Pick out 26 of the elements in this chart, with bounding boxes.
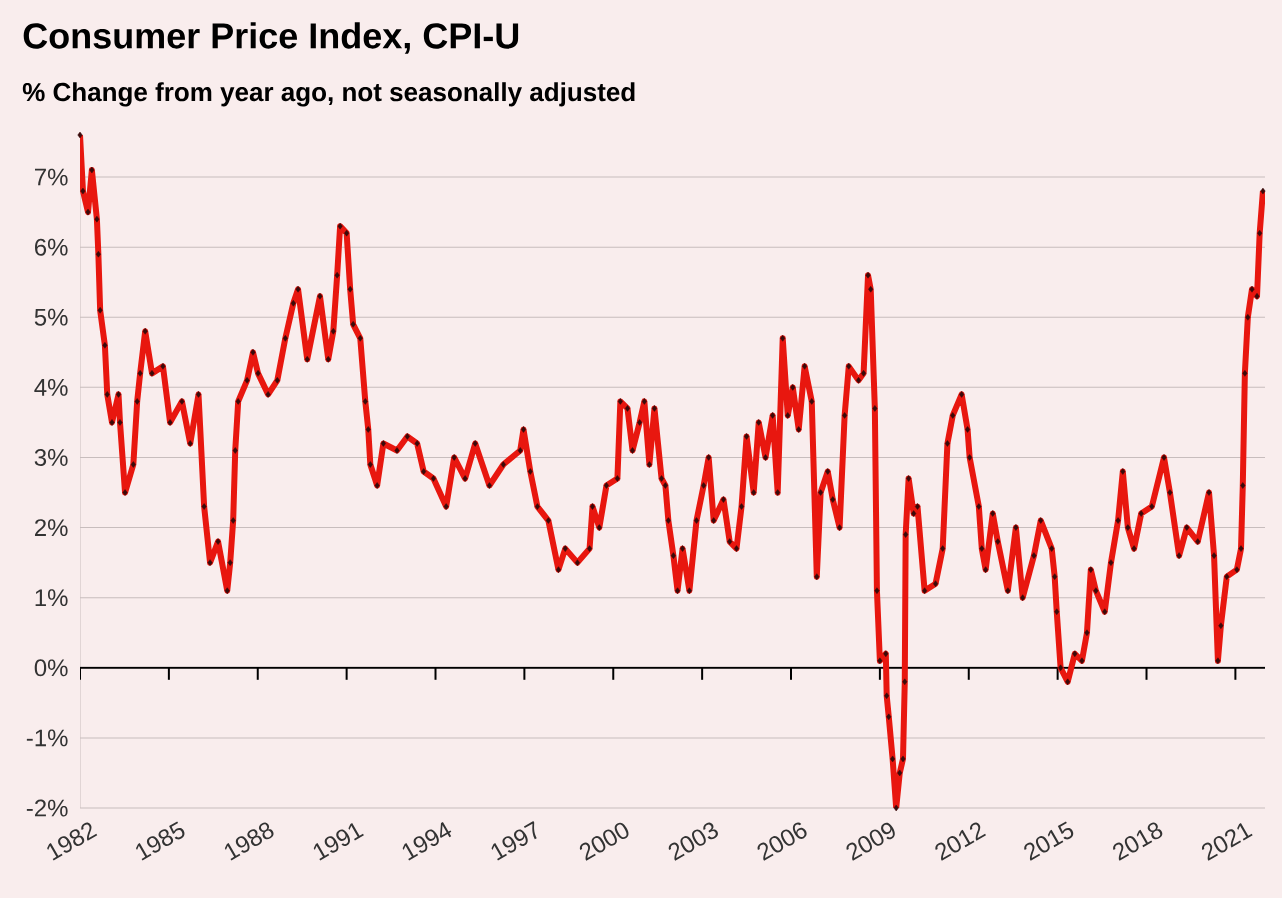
x-tick-label: 2006: [757, 822, 807, 861]
y-tick-label: 4%: [34, 378, 68, 396]
y-tick-label: 6%: [35, 238, 68, 256]
x-tick-label: 2003: [668, 822, 718, 861]
x-tick-label: 2021: [1201, 823, 1253, 861]
chart-subtitle: % Change from year ago, not seasonally adjusted: [22, 82, 635, 107]
y-tick-label: 3%: [34, 448, 68, 466]
x-tick-label: 2009: [846, 822, 895, 861]
x-tick-label: 1988: [224, 822, 274, 861]
y-tick-label: -2%: [26, 799, 68, 817]
x-tick-label: 1982: [47, 822, 98, 861]
x-tick-label: 2015: [1024, 821, 1074, 861]
x-tick-label: 1991: [313, 823, 364, 861]
y-tick-label: 7%: [35, 168, 68, 186]
x-tick-label: 2012: [935, 822, 986, 861]
x-tick-label: 2018: [1113, 822, 1163, 861]
x-tick-label: 1997: [491, 821, 537, 861]
y-tick-label: -1%: [26, 729, 68, 747]
y-tick-label: 5%: [34, 308, 68, 326]
y-tick-label: 0%: [34, 659, 68, 677]
chart-title: Consumer Price Index, CPI-U: [23, 22, 519, 54]
x-tick-label: 1994: [402, 821, 452, 861]
y-tick-label: 2%: [34, 519, 68, 537]
x-tick-label: 1985: [136, 821, 185, 861]
x-tick-label: 2000: [579, 822, 629, 861]
y-tick-label: 1%: [35, 589, 68, 607]
